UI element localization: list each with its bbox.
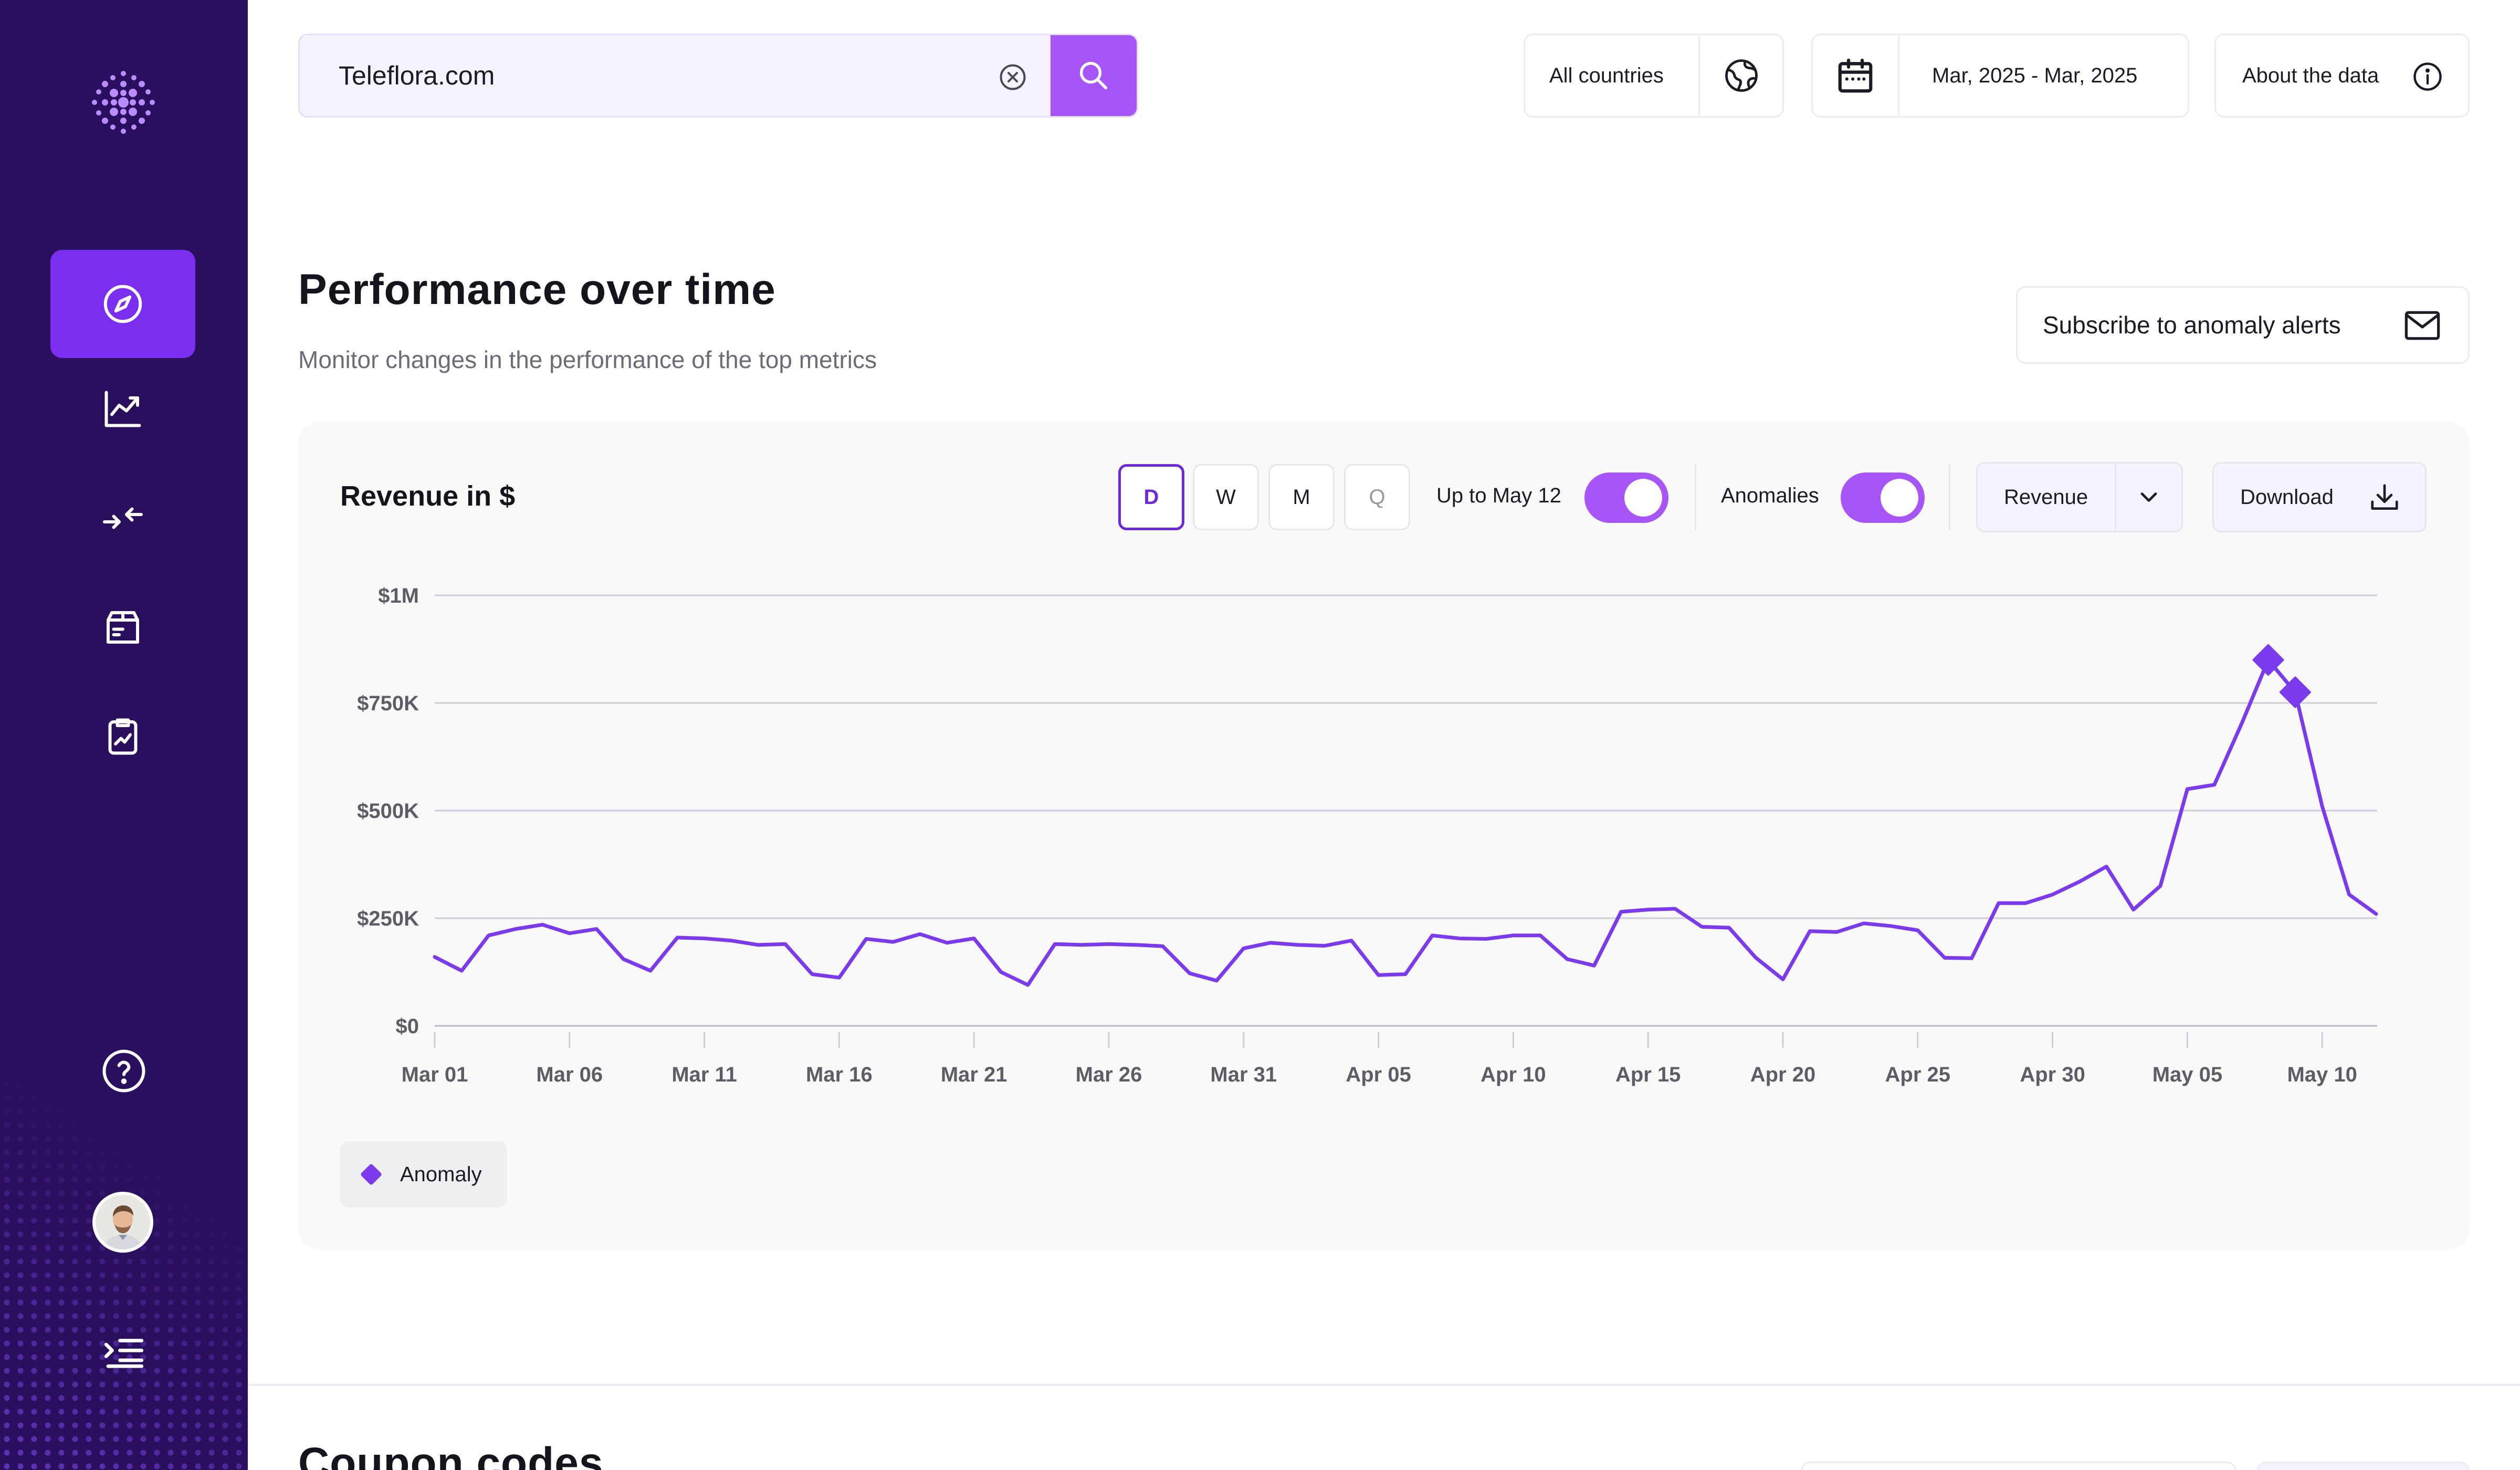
search-icon	[1079, 61, 1108, 90]
download-button[interactable]: Download	[2212, 462, 2427, 532]
trend-chart-icon	[104, 391, 141, 427]
y-tick-label: $250K	[357, 907, 419, 930]
y-tick-label: $0	[396, 1015, 419, 1038]
y-tick-label: $500K	[357, 800, 419, 823]
x-tick-label: Mar 31	[1210, 1063, 1277, 1086]
about-data-label: About the data	[2242, 64, 2379, 87]
clear-search-button[interactable]	[992, 56, 1034, 98]
granularity-month-button[interactable]: M	[1268, 464, 1335, 530]
page-subtitle: Monitor changes in the performance of th…	[298, 346, 877, 373]
help-icon	[102, 1049, 145, 1093]
nav-compare[interactable]	[50, 464, 195, 572]
x-tick-label: May 10	[2287, 1063, 2357, 1086]
help-button[interactable]	[87, 1034, 161, 1108]
metric-select-value: Revenue	[2004, 485, 2088, 509]
nav-reports[interactable]	[50, 682, 195, 791]
subscribe-alerts-label: Subscribe to anomaly alerts	[2043, 311, 2341, 339]
x-tick-label: Apr 05	[1346, 1063, 1411, 1086]
nav-products[interactable]	[50, 573, 195, 681]
x-tick-label: May 05	[2152, 1063, 2222, 1086]
subscribe-alerts-button[interactable]: Subscribe to anomaly alerts	[2016, 286, 2470, 364]
anomalies-label: Anomalies	[1721, 484, 1819, 507]
x-tick-label: Apr 15	[1615, 1063, 1681, 1086]
x-tick-label: Mar 21	[941, 1063, 1007, 1086]
about-data-button[interactable]: About the data	[2214, 34, 2470, 118]
user-avatar-icon	[96, 1195, 150, 1250]
country-filter[interactable]: All countries	[1524, 34, 1784, 118]
x-tick-label: Apr 10	[1480, 1063, 1546, 1086]
x-tick-label: Mar 16	[806, 1063, 873, 1086]
coupon-filter-control[interactable]	[1801, 1462, 2236, 1470]
country-filter-label: All countries	[1549, 64, 1664, 87]
sidebar-dot-pattern	[0, 1050, 248, 1470]
clipboard-chart-icon	[108, 718, 138, 755]
granularity-week-button[interactable]: W	[1193, 464, 1259, 530]
date-range-picker[interactable]: Mar, 2025 - Mar, 2025	[1811, 34, 2189, 118]
chart-title: Revenue in $	[340, 480, 516, 512]
chart-legend[interactable]: Anomaly	[340, 1141, 507, 1208]
anomaly-diamond-icon	[360, 1163, 383, 1186]
page-title: Performance over time	[298, 266, 776, 313]
sidebar	[0, 0, 248, 1470]
granularity-day-button[interactable]: D	[1118, 464, 1184, 530]
collapse-sidebar-button[interactable]	[87, 1316, 161, 1389]
compass-icon	[103, 285, 142, 323]
anomalies-toggle[interactable]	[1841, 472, 1925, 523]
x-tick-label: Mar 26	[1076, 1063, 1142, 1086]
chevron-down-icon	[2140, 492, 2157, 502]
compare-arrows-icon	[103, 507, 143, 529]
close-circle-icon	[1000, 64, 1026, 90]
revenue-series-line	[433, 658, 2378, 987]
coupon-codes-title: Coupon codes	[298, 1439, 604, 1470]
y-tick-label: $1M	[378, 584, 419, 607]
nav-trends[interactable]	[50, 355, 195, 463]
globe-icon	[1725, 59, 1758, 92]
collapse-menu-icon	[104, 1339, 144, 1368]
anomaly-marker[interactable]	[2252, 644, 2284, 676]
section-divider	[248, 1384, 2520, 1386]
y-tick-label: $750K	[357, 692, 419, 715]
avatar[interactable]	[92, 1192, 153, 1253]
nav-explore[interactable]	[50, 250, 195, 358]
revenue-chart-card: Revenue in $ D W M Q Up to May 12 Anomal…	[298, 422, 2470, 1250]
coupon-action-button[interactable]	[2256, 1462, 2470, 1470]
x-tick-label: Mar 01	[402, 1063, 468, 1086]
x-tick-label: Apr 25	[1885, 1063, 1951, 1086]
x-tick-label: Apr 20	[1750, 1063, 1816, 1086]
revenue-line-chart: $0 $250K $500K $750K $1M Mar 01 Mar 06 Mar 11 Ma…	[357, 584, 2378, 1086]
date-range-label: Mar, 2025 - Mar, 2025	[1932, 64, 2138, 87]
granularity-quarter-button[interactable]: Q	[1344, 464, 1410, 530]
search-button[interactable]	[1051, 35, 1137, 116]
x-tick-label: Mar 06	[536, 1063, 603, 1086]
legend-anomaly-label: Anomaly	[400, 1162, 482, 1186]
download-label: Download	[2240, 485, 2334, 509]
info-icon	[2413, 62, 2442, 91]
mail-icon	[2404, 311, 2440, 340]
search-input[interactable]	[300, 35, 1054, 116]
anomaly-marker[interactable]	[2279, 676, 2311, 708]
x-tick-label: Apr 30	[2020, 1063, 2085, 1086]
search-bar	[298, 34, 1138, 118]
logo-icon[interactable]	[89, 68, 158, 136]
up-to-toggle[interactable]	[1584, 472, 1668, 523]
box-icon	[107, 611, 139, 644]
download-icon	[2371, 484, 2398, 510]
calendar-icon	[1838, 58, 1873, 93]
metric-select[interactable]: Revenue	[1976, 462, 2183, 532]
x-tick-label: Mar 11	[671, 1063, 737, 1086]
up-to-label: Up to May 12	[1436, 484, 1561, 507]
